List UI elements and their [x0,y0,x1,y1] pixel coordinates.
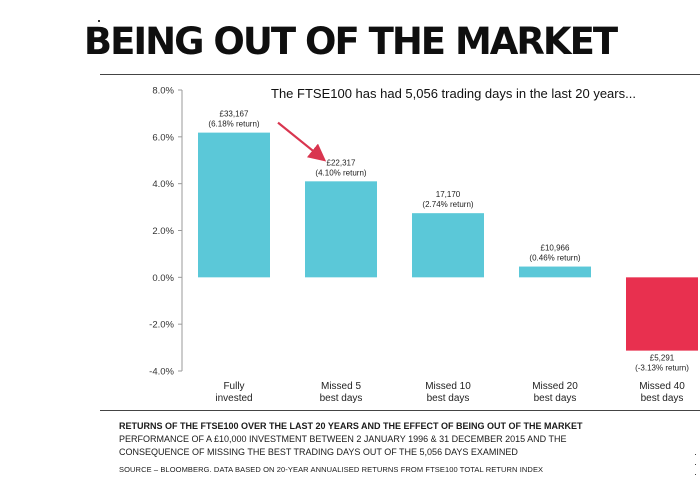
category-label: Fully [223,381,244,392]
category-label: best days [427,393,470,404]
bottom-divider [100,410,700,411]
top-divider [100,74,700,75]
category-label: best days [534,393,577,404]
footer-line-1: PERFORMANCE OF A £10,000 INVESTMENT BETW… [119,434,567,444]
data-label-return: (0.46% return) [529,254,580,263]
data-label-value: £5,291 [650,354,675,363]
bar [519,266,591,278]
category-label: Missed 10 [425,381,471,392]
page-headline: BEING OUT OF THE MARKET [83,20,618,63]
bar [626,277,698,351]
data-label-value: £33,167 [220,110,249,119]
cropped-edge-text: · · · [694,449,697,479]
y-tick-label: -2.0% [149,320,174,331]
y-tick-label: 6.0% [152,132,174,143]
annotation-arrow [277,121,327,162]
footer-notes: RETURNS OF THE FTSE100 OVER THE LAST 20 … [119,420,679,476]
y-tick-label: 8.0% [152,86,174,97]
data-label-return: (6.18% return) [208,120,259,129]
data-label-return: (4.10% return) [315,168,366,177]
category-label: invested [215,393,252,404]
category-label: Missed 20 [532,381,578,392]
y-tick-label: 0.0% [152,273,174,284]
bar [412,213,484,278]
bar [198,132,270,278]
y-tick-label: -4.0% [149,367,174,378]
category-label: best days [320,393,363,404]
data-label-return: (-3.13% return) [635,364,689,373]
chart-title: The FTSE100 has had 5,056 trading days i… [271,86,636,101]
bar-chart: -4.0% -2.0% 0.0% 2.0% 4.0% 6.0% 8.0% £33,167(6.… [149,86,698,404]
decorative-dot [98,20,100,22]
data-label-return: (2.74% return) [422,200,473,209]
y-tick-label: 4.0% [152,179,174,190]
footer-line-2: CONSEQUENCE OF MISSING THE BEST TRADING … [119,447,518,457]
bar [305,181,377,278]
category-label: Missed 5 [321,381,361,392]
data-label-value: £10,966 [541,244,570,253]
category-label: Missed 40 [639,381,685,392]
y-tick-label: 2.0% [152,226,174,237]
data-label-value: £22,317 [327,158,356,167]
category-label: best days [641,393,684,404]
data-label-value: 17,170 [436,190,461,199]
footer-source: SOURCE – BLOOMBERG. DATA BASED ON 20-YEA… [119,465,544,474]
footer-title: RETURNS OF THE FTSE100 OVER THE LAST 20 … [119,421,583,431]
